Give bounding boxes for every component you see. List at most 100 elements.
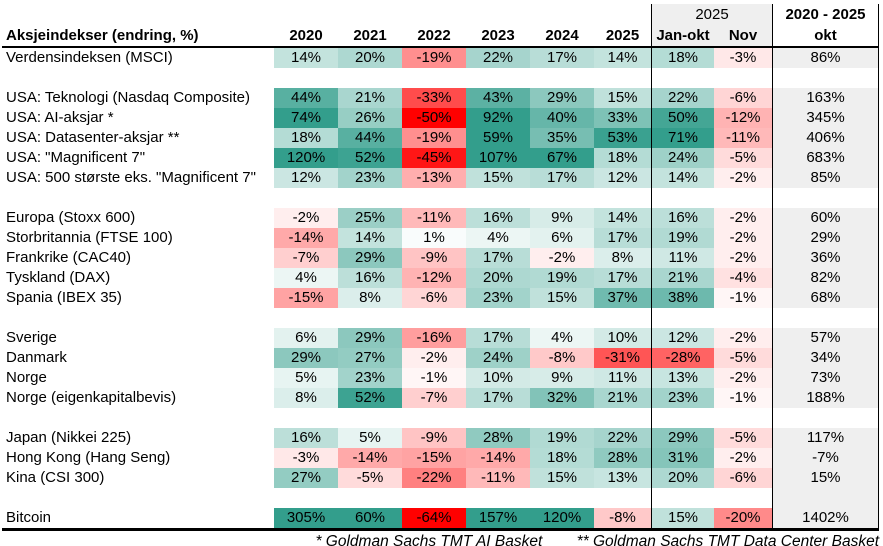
heat-cell: -45% bbox=[402, 148, 466, 168]
heat-cell: 60% bbox=[338, 508, 402, 528]
heat-cell bbox=[594, 188, 651, 208]
total-cell: 86% bbox=[772, 48, 879, 68]
heat-cell: 22% bbox=[466, 48, 530, 68]
heat-cell bbox=[338, 308, 402, 328]
heat-cell: -2% bbox=[402, 348, 466, 368]
heat-cell: 5% bbox=[274, 368, 338, 388]
table-row: Bitcoin 305% 60% -64% 157% 120% -8% 15% -20% 1402… bbox=[2, 508, 879, 528]
heat-cell: 17% bbox=[530, 168, 594, 188]
heat-cell: -13% bbox=[402, 168, 466, 188]
group-header-2025: 2025 bbox=[651, 4, 772, 25]
heat-cell: 14% bbox=[594, 208, 651, 228]
heat-cell: -19% bbox=[402, 48, 466, 68]
total-cell: 82% bbox=[772, 268, 879, 288]
heat-cell bbox=[651, 308, 714, 328]
heat-cell bbox=[530, 308, 594, 328]
heat-cell: 20% bbox=[338, 48, 402, 68]
table-row: USA: AI-aksjar * 74% 26% -50% 92% 40% 33% 50% -1… bbox=[2, 108, 879, 128]
table-row: Norge (eigenkapitalbevis) 8% 52% -7% 17% 32% 2… bbox=[2, 388, 879, 408]
total-cell: 345% bbox=[772, 108, 879, 128]
group-header-row: 2025 2020 - 2025 bbox=[2, 4, 879, 25]
heat-cell: -11% bbox=[714, 128, 772, 148]
heat-cell: 120% bbox=[530, 508, 594, 528]
table-row: Verdensindeksen (MSCI) 14% 20% -19% 22% 17% 14… bbox=[2, 48, 879, 68]
row-label: Tyskland (DAX) bbox=[6, 269, 111, 286]
row-label: Frankrike (CAC40) bbox=[6, 249, 132, 266]
heat-cell: 4% bbox=[530, 328, 594, 348]
row-label: USA: AI-aksjar * bbox=[6, 109, 114, 126]
heat-cell: -22% bbox=[402, 468, 466, 488]
heat-cell: 15% bbox=[530, 468, 594, 488]
heat-cell bbox=[466, 308, 530, 328]
heat-cell: -1% bbox=[402, 368, 466, 388]
heat-cell: 29% bbox=[651, 428, 714, 448]
row-label: Norge bbox=[6, 369, 47, 386]
heat-cell bbox=[274, 308, 338, 328]
heat-cell bbox=[594, 308, 651, 328]
row-label: USA: Datasenter-aksjar ** bbox=[6, 129, 180, 146]
heat-cell bbox=[402, 408, 466, 428]
heat-cell: 32% bbox=[530, 388, 594, 408]
heat-cell: 17% bbox=[466, 388, 530, 408]
heat-cell: -19% bbox=[402, 128, 466, 148]
row-label: Bitcoin bbox=[6, 509, 52, 526]
heat-cell bbox=[466, 408, 530, 428]
total-cell: -7% bbox=[772, 448, 879, 468]
heat-cell: 11% bbox=[651, 248, 714, 268]
heat-cell: 38% bbox=[651, 288, 714, 308]
table-row: Storbritannia (FTSE 100) -14% 14% 1% 4% 6% 17%… bbox=[2, 228, 879, 248]
heat-cell: -7% bbox=[274, 248, 338, 268]
heat-cell: 20% bbox=[466, 268, 530, 288]
heat-cell: -11% bbox=[466, 468, 530, 488]
heat-cell: 10% bbox=[594, 328, 651, 348]
heat-cell: 12% bbox=[594, 168, 651, 188]
heat-cell bbox=[402, 488, 466, 508]
heat-cell bbox=[466, 68, 530, 88]
heat-cell bbox=[338, 488, 402, 508]
total-column-header-line1: 2020 - 2025 bbox=[772, 4, 879, 25]
row-label: Sverige bbox=[6, 329, 57, 346]
heat-cell: 17% bbox=[530, 48, 594, 68]
table-row: USA: "Magnificent 7" 120% 52% -45% 107% 67% 18… bbox=[2, 148, 879, 168]
heat-cell: -2% bbox=[714, 168, 772, 188]
heat-cell: 18% bbox=[651, 48, 714, 68]
row-label: Japan (Nikkei 225) bbox=[6, 429, 132, 446]
heat-cell: -8% bbox=[530, 348, 594, 368]
table-row: Europa (Stoxx 600) -2% 25% -11% 16% 9% 14% 16% -… bbox=[2, 208, 879, 228]
heat-cell: 14% bbox=[594, 48, 651, 68]
heat-cell: 43% bbox=[466, 88, 530, 108]
heat-cell: -31% bbox=[594, 348, 651, 368]
heat-cell: -6% bbox=[402, 288, 466, 308]
heat-cell: 21% bbox=[651, 268, 714, 288]
table-row: Danmark 29% 27% -2% 24% -8% -31% -28% -5% 34% bbox=[2, 348, 879, 368]
heat-cell: -11% bbox=[402, 208, 466, 228]
heat-cell bbox=[274, 68, 338, 88]
heat-cell: 19% bbox=[651, 228, 714, 248]
heat-cell: 21% bbox=[594, 388, 651, 408]
row-label: USA: "Magnificent 7" bbox=[6, 149, 146, 166]
total-cell: 85% bbox=[772, 168, 879, 188]
heat-cell: 17% bbox=[466, 248, 530, 268]
row-label: Verdensindeksen (MSCI) bbox=[6, 49, 173, 66]
heat-cell bbox=[651, 68, 714, 88]
total-cell: 1402% bbox=[772, 508, 879, 528]
heat-cell: 22% bbox=[594, 428, 651, 448]
table-row: Norge 5% 23% -1% 10% 9% 11% 13% -2% 73% bbox=[2, 368, 879, 388]
group-header-spacer bbox=[2, 4, 651, 25]
heat-cell: 29% bbox=[338, 328, 402, 348]
heat-cell: 20% bbox=[651, 468, 714, 488]
table-row: Kina (CSI 300) 27% -5% -22% -11% 15% 13% 20% -6%… bbox=[2, 468, 879, 488]
heat-cell: 27% bbox=[338, 348, 402, 368]
heat-cell bbox=[714, 188, 772, 208]
heat-cell: 13% bbox=[651, 368, 714, 388]
heat-cell: 10% bbox=[466, 368, 530, 388]
heat-cell: -1% bbox=[714, 388, 772, 408]
heat-cell: -5% bbox=[714, 148, 772, 168]
heat-cell: -5% bbox=[714, 428, 772, 448]
row-label bbox=[2, 308, 274, 328]
heat-cell: 25% bbox=[338, 208, 402, 228]
total-cell: 34% bbox=[772, 348, 879, 368]
heat-cell: 67% bbox=[530, 148, 594, 168]
heat-cell: 23% bbox=[338, 368, 402, 388]
heat-cell: -12% bbox=[714, 108, 772, 128]
